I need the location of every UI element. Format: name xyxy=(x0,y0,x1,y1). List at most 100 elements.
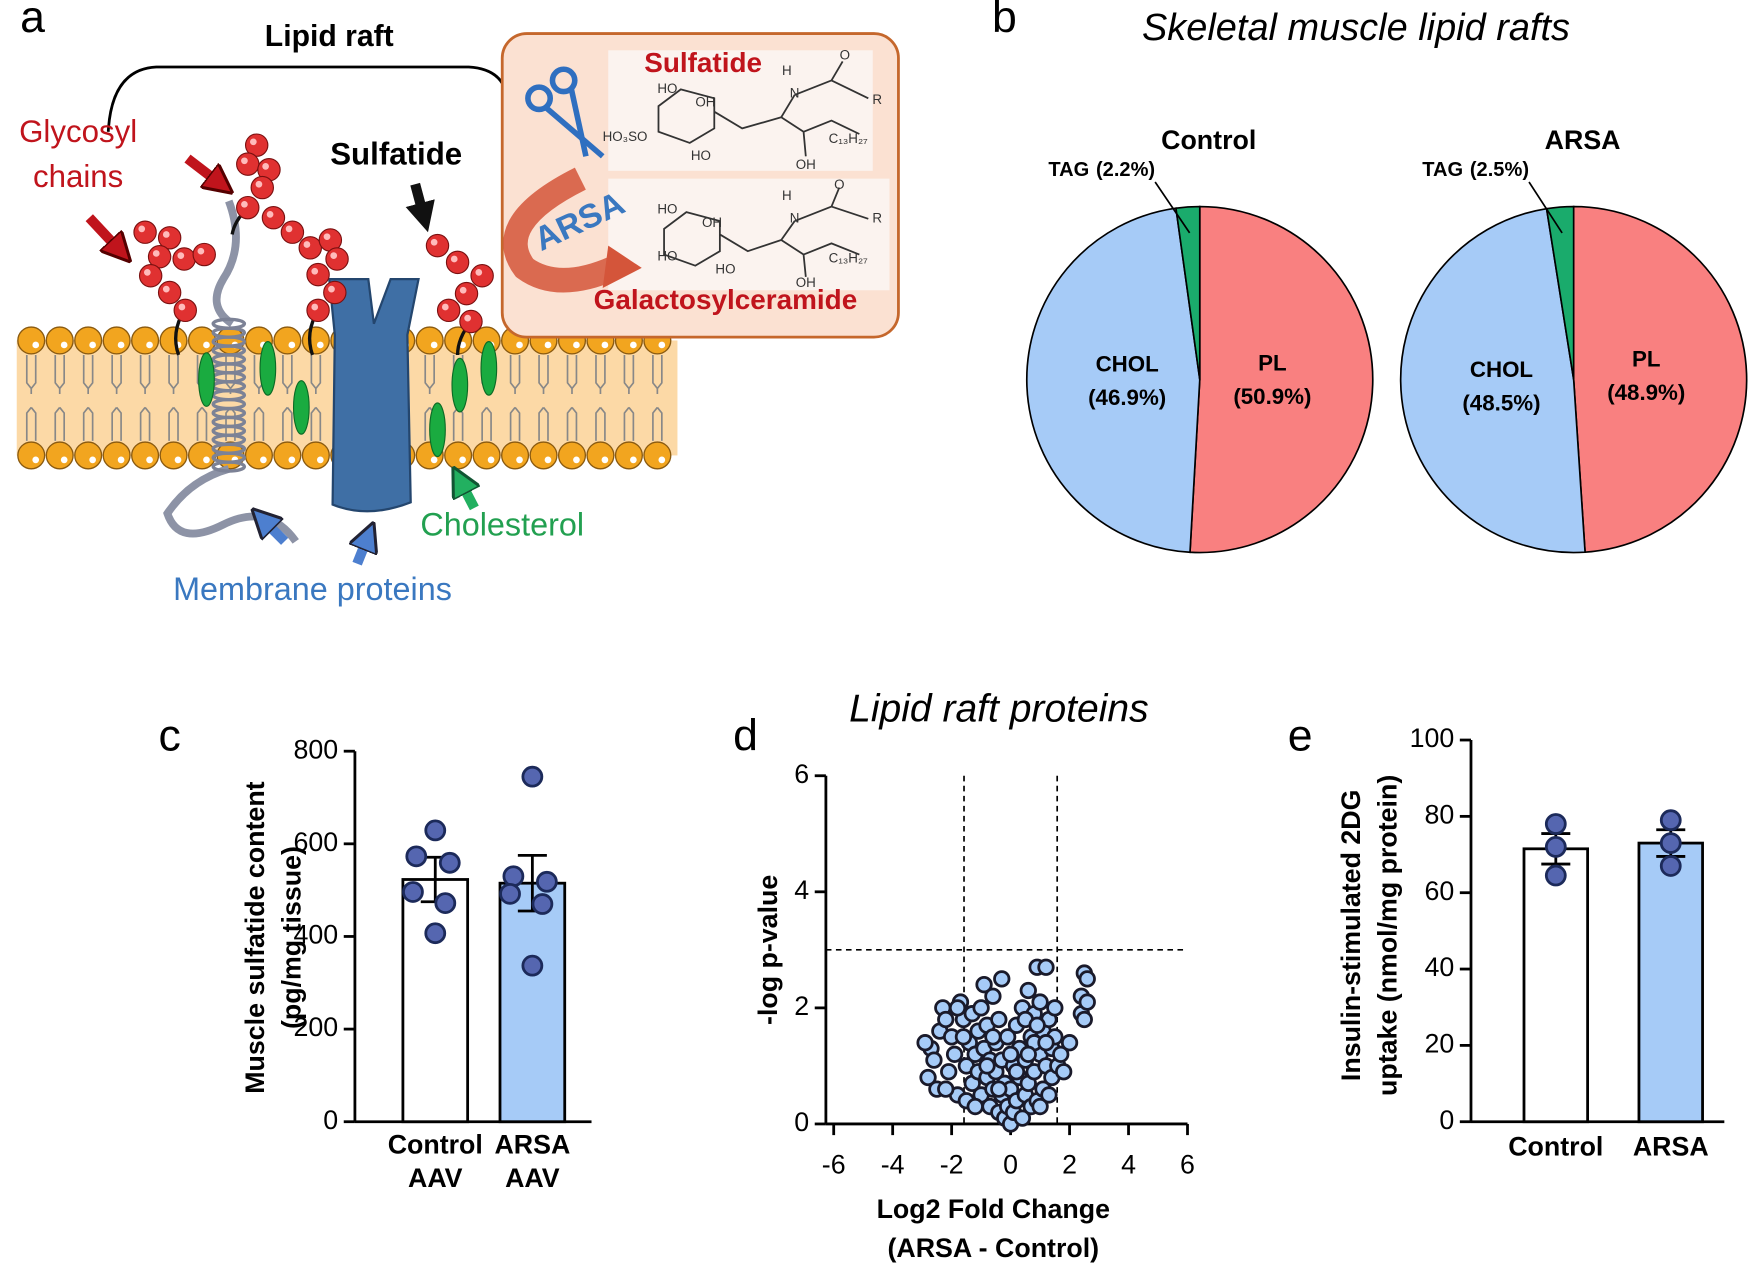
lipid-highlight xyxy=(146,456,153,464)
proteins-label: Membrane proteins xyxy=(173,571,452,607)
sugar-highlight xyxy=(464,314,471,322)
lipid-highlight xyxy=(658,341,666,349)
data-point xyxy=(1075,1010,1093,1029)
lipid-tail xyxy=(168,354,179,441)
y-tick-label: 800 xyxy=(293,734,338,764)
data-point xyxy=(937,1080,955,1098)
y-tick-label: 40 xyxy=(1424,952,1454,982)
chart-title: Lipid raft proteins xyxy=(849,687,1149,730)
data-point xyxy=(521,765,544,788)
data-point xyxy=(1046,999,1064,1017)
lipid-tail xyxy=(623,354,635,441)
data-point xyxy=(424,819,447,842)
bar xyxy=(1637,841,1704,1124)
slice-category: TAG xyxy=(1048,159,1089,181)
membrane-diagram: a Lipid raft Glycosyl chains Sulfatide S… xyxy=(16,0,900,607)
lipid-head xyxy=(244,441,273,470)
leader-line xyxy=(1154,181,1191,234)
atom-label: O xyxy=(840,47,850,62)
sugar-highlight xyxy=(241,200,248,208)
cholesterol xyxy=(451,357,469,413)
atom-label: HO xyxy=(657,248,677,263)
slice-label: TAG (2.5%) xyxy=(1422,159,1529,181)
y-tick-label: 80 xyxy=(1424,799,1454,829)
atom-label: OH xyxy=(695,94,715,109)
lipid-highlight xyxy=(89,456,96,464)
lipid-head xyxy=(45,326,74,355)
sugar-highlight xyxy=(255,180,263,188)
slice-value: (48.9%) xyxy=(1607,380,1685,405)
lipid-tail xyxy=(282,354,293,441)
data-point xyxy=(1078,970,1096,988)
pie-title: Control xyxy=(1161,125,1256,155)
data-point xyxy=(990,1080,1008,1098)
sugar-sphere xyxy=(470,264,494,288)
pie-title: ARSA xyxy=(1545,125,1621,155)
lipid-highlight xyxy=(60,456,68,464)
sugar-highlight xyxy=(138,225,146,233)
sugar-highlight xyxy=(450,255,458,263)
bar xyxy=(498,881,567,1124)
atom-label: HO xyxy=(715,262,735,277)
cholesterol xyxy=(429,402,446,458)
sugar-sphere xyxy=(425,233,450,258)
panel-label: d xyxy=(733,712,758,761)
sugar-sphere xyxy=(172,247,196,271)
atom-label: OH xyxy=(796,157,816,172)
data-point xyxy=(535,870,558,893)
sugar-sphere xyxy=(157,280,182,305)
cholesterol xyxy=(292,380,310,435)
data-point xyxy=(1037,958,1055,976)
helix-turn xyxy=(211,460,247,473)
lipid-head xyxy=(17,326,46,355)
atom-label: O xyxy=(834,177,844,192)
pie-slice xyxy=(1189,205,1374,554)
slice-category: TAG xyxy=(1422,159,1463,181)
x-tick-label: AAV xyxy=(408,1163,463,1193)
data-point xyxy=(1060,1034,1079,1052)
lipid-highlight xyxy=(573,456,580,464)
y-axis-label: (pg/mg tissue) xyxy=(277,846,307,1029)
data-point xyxy=(1659,809,1682,832)
sugar-highlight xyxy=(311,267,319,275)
sugar-highlight xyxy=(162,285,170,293)
sugar-highlight xyxy=(459,286,467,294)
data-point xyxy=(937,1010,955,1029)
arrow xyxy=(85,214,120,251)
panel-label: c xyxy=(158,712,180,761)
data-point xyxy=(402,881,424,903)
x-tick-label: 0 xyxy=(1003,1149,1018,1179)
panel-label: b xyxy=(992,0,1017,42)
data-point xyxy=(948,999,967,1017)
lipid-head xyxy=(586,441,615,470)
data-point xyxy=(434,892,457,914)
lipid-tail xyxy=(310,354,322,441)
data-point xyxy=(1544,813,1567,835)
sugar-highlight xyxy=(475,269,483,276)
lipid-head xyxy=(45,441,74,470)
data-point xyxy=(984,1028,1002,1046)
y-axis-label: Insulin-stimulated 2DG xyxy=(1336,790,1366,1081)
data-point xyxy=(1013,1109,1032,1127)
lipid-tail xyxy=(111,354,122,441)
sugar-highlight xyxy=(330,252,338,259)
data-point xyxy=(1007,1063,1026,1081)
sugar-sphere xyxy=(236,195,260,220)
data-point xyxy=(1031,993,1049,1011)
lipid-highlight xyxy=(630,456,637,464)
lipid-highlight xyxy=(516,456,523,464)
slice-value: (50.9%) xyxy=(1233,384,1311,409)
x-tick-label: -6 xyxy=(822,1149,846,1179)
lipid-highlight xyxy=(117,456,125,464)
lipid-highlight xyxy=(288,456,296,464)
chart-title: Skeletal muscle lipid rafts xyxy=(1142,7,1570,49)
y-tick-label: 200 xyxy=(293,1012,338,1042)
sugar-highlight xyxy=(241,157,248,165)
pie-slice xyxy=(1399,207,1586,554)
lipid-highlight xyxy=(544,456,552,464)
protein xyxy=(328,277,420,513)
lipid-tail xyxy=(424,354,435,441)
atom-label: R xyxy=(872,210,882,225)
lipid-highlight xyxy=(89,341,96,349)
